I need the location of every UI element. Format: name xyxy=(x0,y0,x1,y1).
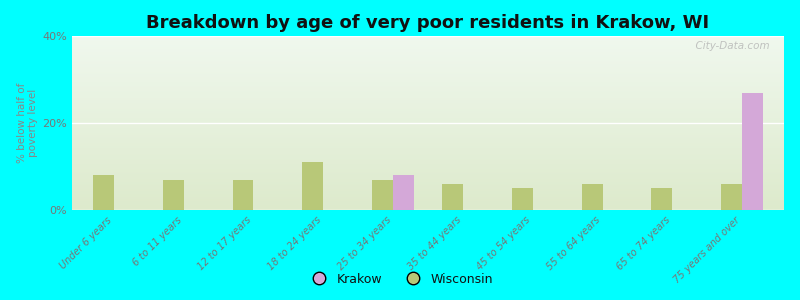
Y-axis label: % below half of
poverty level: % below half of poverty level xyxy=(17,83,38,163)
Title: Breakdown by age of very poor residents in Krakow, WI: Breakdown by age of very poor residents … xyxy=(146,14,710,32)
Bar xyxy=(393,175,414,210)
Bar xyxy=(233,179,254,210)
Text: City-Data.com: City-Data.com xyxy=(689,41,770,51)
Bar xyxy=(372,179,393,210)
Bar xyxy=(512,188,533,210)
Bar xyxy=(302,162,323,210)
Bar xyxy=(162,179,184,210)
Bar xyxy=(721,184,742,210)
Bar xyxy=(442,184,463,210)
Bar xyxy=(93,175,114,210)
Legend: Krakow, Wisconsin: Krakow, Wisconsin xyxy=(302,268,498,291)
Bar xyxy=(651,188,672,210)
Bar xyxy=(582,184,602,210)
Bar xyxy=(742,93,763,210)
